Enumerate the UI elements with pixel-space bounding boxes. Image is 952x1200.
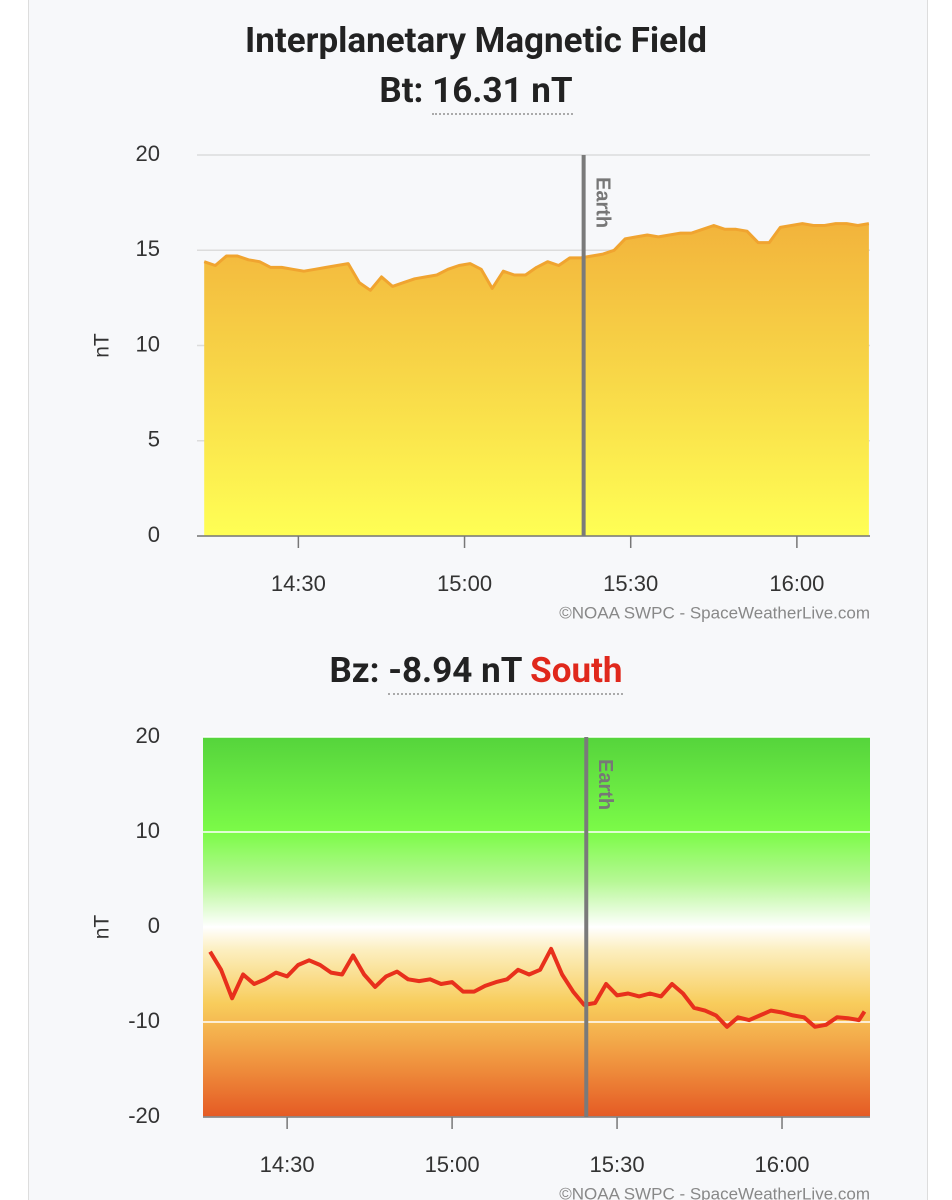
- x-tick-label: 16:00: [754, 1152, 809, 1177]
- area: [204, 223, 869, 536]
- x-tick-label: 16:00: [769, 571, 824, 596]
- y-tick-label: -10: [128, 1008, 160, 1033]
- earth-label: Earth: [591, 177, 613, 228]
- subtitle-label: Bz:: [329, 650, 380, 691]
- y-tick-label: 15: [136, 236, 160, 261]
- subtitle-label: Bt:: [379, 70, 424, 111]
- y-axis-label: nT: [91, 333, 114, 358]
- y-tick-label: 10: [136, 331, 160, 356]
- y-tick-label: 10: [136, 818, 160, 843]
- x-tick-label: 15:00: [437, 571, 492, 596]
- subtitle-value: 16.31 nT: [432, 70, 573, 115]
- x-tick-label: 14:30: [260, 1152, 315, 1177]
- chart-title: Interplanetary Magnetic Field: [245, 20, 707, 61]
- source: ©NOAA SWPC - SpaceWeatherLive.com: [559, 1184, 870, 1200]
- x-tick-label: 15:30: [590, 1152, 645, 1177]
- y-tick-label: 20: [136, 723, 160, 748]
- x-tick-label: 14:30: [271, 571, 326, 596]
- source: ©NOAA SWPC - SpaceWeatherLive.com: [559, 603, 870, 622]
- subtitle-value-text: -8.94 nT: [388, 650, 522, 691]
- y-tick-label: -20: [128, 1103, 160, 1128]
- line: [208, 946, 867, 1029]
- y-tick-label: 0: [148, 522, 160, 547]
- y-tick-label: 5: [148, 427, 160, 452]
- subtitle-value: -8.94 nT South: [388, 650, 623, 695]
- y-tick-label: 0: [148, 913, 160, 938]
- line: [203, 222, 870, 292]
- earth-label: Earth: [594, 759, 616, 810]
- x-tick-label: 15:30: [603, 571, 658, 596]
- x-tick-label: 15:00: [425, 1152, 480, 1177]
- bt-subtitle: Bt: 16.31 nT: [0, 70, 952, 115]
- y-tick-label: 20: [136, 141, 160, 166]
- bz-subtitle: Bz: -8.94 nT South: [0, 650, 952, 695]
- y-axis-label: nT: [91, 915, 114, 940]
- subtitle-status: South: [530, 650, 623, 691]
